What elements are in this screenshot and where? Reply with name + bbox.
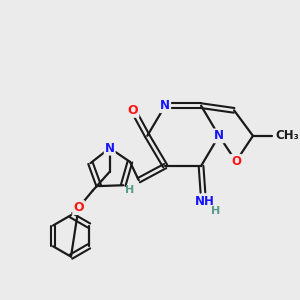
Text: N: N [214, 129, 224, 142]
Text: NH: NH [195, 195, 215, 208]
Text: CH₃: CH₃ [276, 129, 299, 142]
Text: N: N [160, 99, 170, 112]
Text: O: O [73, 201, 84, 214]
Text: H: H [125, 184, 134, 195]
Text: N: N [105, 142, 115, 154]
Text: H: H [211, 206, 220, 216]
Text: O: O [231, 155, 241, 168]
Text: O: O [128, 104, 138, 117]
